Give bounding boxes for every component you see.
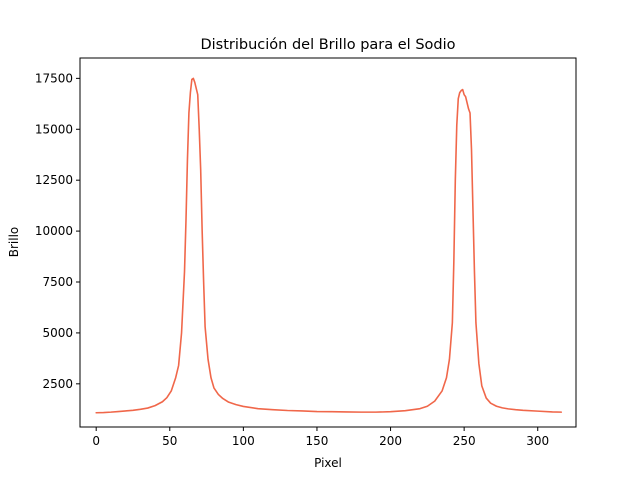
chart-title: Distribución del Brillo para el Sodio [200,37,455,53]
y-tick-label: 12500 [35,173,73,187]
y-tick-label: 5000 [42,326,73,340]
y-axis-label: Brillo [7,227,21,258]
y-tick-label: 15000 [35,122,73,136]
plot-area [95,77,563,414]
x-axis-ticks: 0 50 100 150 200 250 300 [92,427,549,448]
axes-frame [79,57,577,428]
y-axis-ticks: 2500 5000 7500 10000 12500 15000 17500 [35,71,80,391]
x-tick-label: 50 [162,434,177,448]
x-axis-label: Pixel [314,456,342,470]
y-tick-label: 2500 [42,377,73,391]
x-tick-label: 150 [306,434,329,448]
y-tick-label: 7500 [42,275,73,289]
brightness-series-line [95,77,563,414]
x-tick-label: 250 [453,434,476,448]
x-tick-label: 200 [379,434,402,448]
y-tick-label: 10000 [35,224,73,238]
y-tick-label: 17500 [35,71,73,85]
x-tick-label: 300 [526,434,549,448]
x-tick-label: 100 [232,434,255,448]
x-tick-label: 0 [92,434,100,448]
